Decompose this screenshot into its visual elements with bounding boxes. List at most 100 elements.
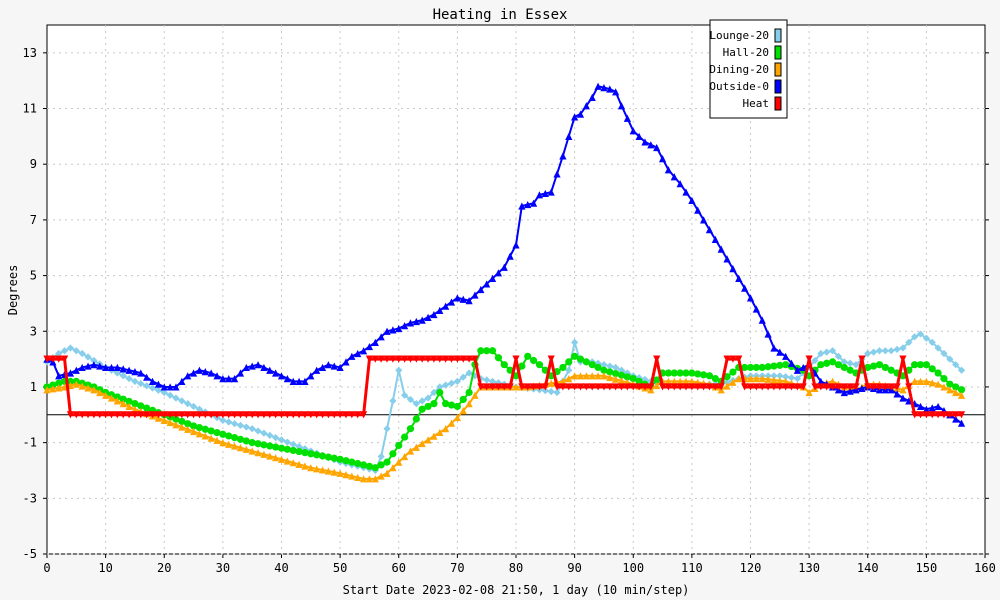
point-hall-20 xyxy=(406,425,415,433)
point-heat xyxy=(430,355,438,363)
point-outside-0 xyxy=(582,102,590,110)
point-dining-20 xyxy=(617,377,626,385)
point-hall-20 xyxy=(301,449,309,457)
point-heat xyxy=(887,383,895,391)
point-lounge-20 xyxy=(295,442,303,451)
point-heat xyxy=(870,383,878,391)
point-lounge-20 xyxy=(488,377,497,385)
point-heat xyxy=(916,411,925,419)
point-heat xyxy=(447,355,456,363)
point-lounge-20 xyxy=(846,359,854,367)
point-lounge-20 xyxy=(160,388,168,397)
point-hall-20 xyxy=(459,395,467,404)
point-lounge-20 xyxy=(231,420,239,428)
point-hall-20 xyxy=(313,451,321,459)
x-tick-label: 80 xyxy=(509,561,523,575)
point-lounge-20 xyxy=(418,397,426,405)
point-hall-20 xyxy=(66,377,75,385)
point-heat xyxy=(746,383,755,391)
series-group xyxy=(43,82,966,483)
point-outside-0 xyxy=(512,241,520,249)
point-heat xyxy=(201,411,209,419)
point-outside-0 xyxy=(453,294,461,302)
point-hall-20 xyxy=(571,352,579,360)
point-dining-20 xyxy=(565,374,573,383)
point-outside-0 xyxy=(66,369,75,377)
point-dining-20 xyxy=(571,372,579,380)
point-hall-20 xyxy=(307,450,315,458)
point-heat xyxy=(752,383,760,391)
point-outside-0 xyxy=(776,348,784,356)
point-outside-0 xyxy=(746,294,755,302)
point-outside-0 xyxy=(653,143,661,152)
point-hall-20 xyxy=(324,453,332,461)
point-outside-0 xyxy=(272,369,280,377)
point-heat xyxy=(436,355,444,363)
point-outside-0 xyxy=(711,235,719,243)
point-lounge-20 xyxy=(60,347,69,355)
point-hall-20 xyxy=(817,361,825,369)
point-lounge-20 xyxy=(260,429,268,437)
point-hall-20 xyxy=(746,363,755,372)
point-hall-20 xyxy=(664,369,673,377)
point-dining-20 xyxy=(242,445,250,453)
point-dining-20 xyxy=(594,372,602,380)
point-lounge-20 xyxy=(553,388,561,397)
point-dining-20 xyxy=(465,400,473,408)
point-outside-0 xyxy=(55,372,63,380)
point-heat xyxy=(828,383,837,391)
point-dining-20 xyxy=(324,467,332,475)
point-heat xyxy=(289,411,297,419)
point-dining-20 xyxy=(207,434,215,442)
point-hall-20 xyxy=(922,361,930,369)
point-dining-20 xyxy=(406,447,415,455)
y-axis-label: Degrees xyxy=(6,265,20,316)
point-dining-20 xyxy=(723,382,731,390)
point-hall-20 xyxy=(600,366,608,374)
point-outside-0 xyxy=(535,191,544,199)
point-dining-20 xyxy=(940,383,948,391)
point-dining-20 xyxy=(184,425,192,433)
point-dining-20 xyxy=(254,449,262,457)
point-hall-20 xyxy=(201,425,209,433)
point-hall-20 xyxy=(266,442,274,450)
point-outside-0 xyxy=(201,368,209,376)
point-dining-20 xyxy=(301,462,309,470)
x-tick-label: 160 xyxy=(974,561,996,575)
point-heat xyxy=(764,383,772,391)
point-heat xyxy=(787,383,796,391)
point-hall-20 xyxy=(442,400,450,408)
point-outside-0 xyxy=(858,384,866,392)
point-lounge-20 xyxy=(453,377,461,385)
point-hall-20 xyxy=(694,370,702,378)
point-dining-20 xyxy=(313,465,321,473)
point-hall-20 xyxy=(764,363,772,371)
point-hall-20 xyxy=(143,404,151,412)
point-heat xyxy=(834,383,843,391)
point-outside-0 xyxy=(717,245,725,253)
y-tick-label: -5 xyxy=(23,547,37,561)
point-heat xyxy=(465,355,473,363)
point-lounge-20 xyxy=(406,395,415,404)
point-outside-0 xyxy=(547,188,555,196)
point-dining-20 xyxy=(389,464,397,472)
point-dining-20 xyxy=(442,425,450,433)
point-hall-20 xyxy=(588,361,596,369)
point-dining-20 xyxy=(318,466,327,474)
point-lounge-20 xyxy=(84,353,92,361)
point-dining-20 xyxy=(283,457,291,465)
point-outside-0 xyxy=(524,200,532,209)
point-heat xyxy=(55,355,63,363)
point-hall-20 xyxy=(189,422,198,430)
point-dining-20 xyxy=(670,377,678,385)
point-heat xyxy=(131,411,139,419)
point-hall-20 xyxy=(260,441,268,449)
point-lounge-20 xyxy=(178,397,186,405)
point-lounge-20 xyxy=(817,349,825,358)
point-outside-0 xyxy=(934,402,942,411)
point-lounge-20 xyxy=(219,416,227,424)
point-hall-20 xyxy=(911,361,919,369)
point-lounge-20 xyxy=(787,374,796,382)
point-heat xyxy=(266,411,274,419)
point-hall-20 xyxy=(354,459,362,468)
